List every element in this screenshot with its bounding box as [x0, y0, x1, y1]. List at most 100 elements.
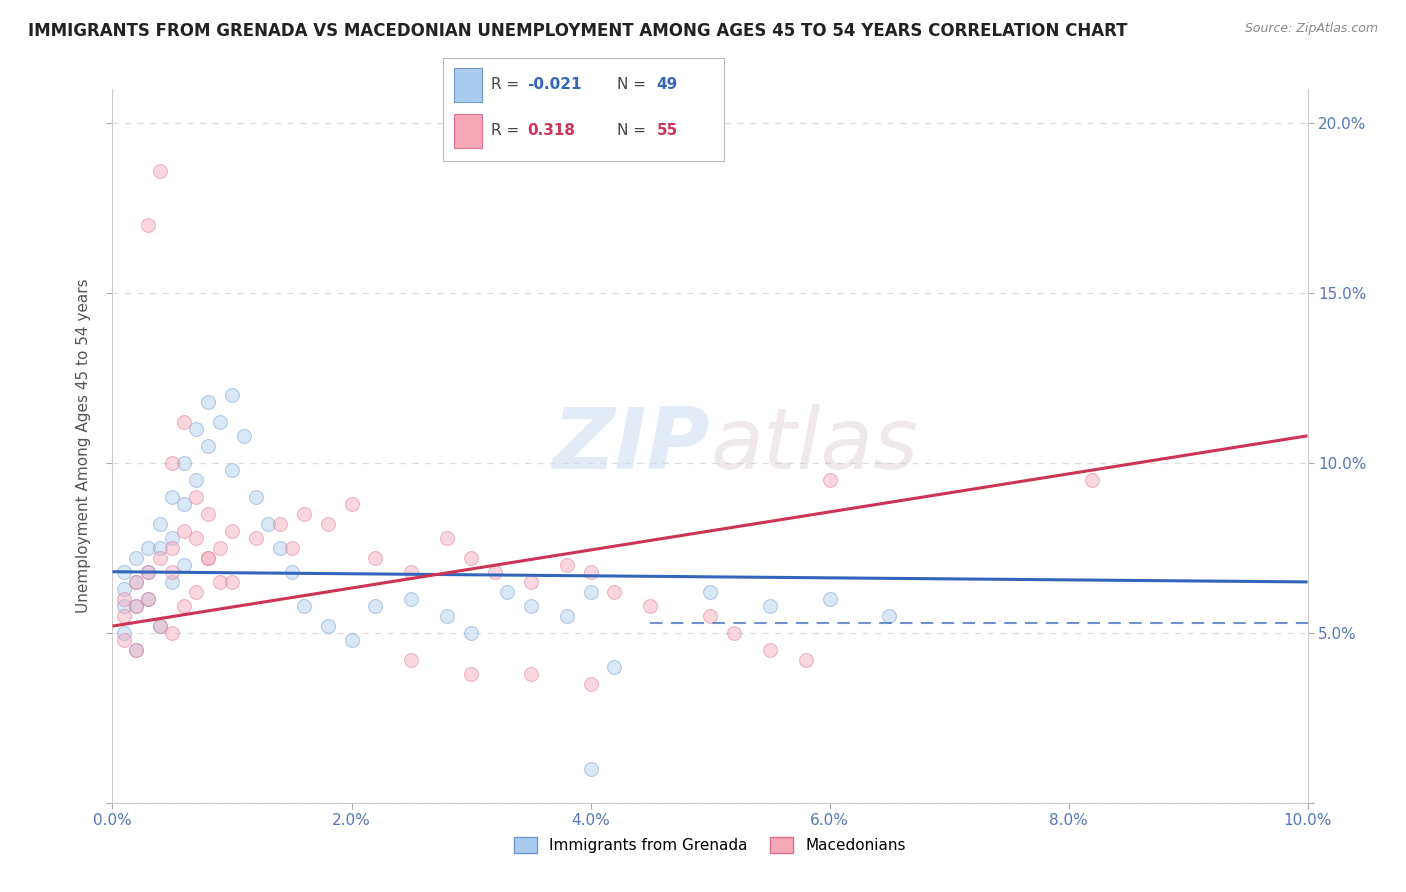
Point	[723, 626, 745, 640]
Point	[257, 517, 280, 532]
Point	[138, 565, 160, 579]
Point	[186, 531, 208, 545]
Point	[138, 565, 160, 579]
Point	[186, 585, 208, 599]
Point	[496, 585, 519, 599]
Point	[125, 599, 148, 613]
Point	[114, 632, 135, 647]
Point	[149, 541, 172, 555]
Point	[316, 517, 339, 532]
Point	[221, 463, 243, 477]
Text: 55: 55	[657, 123, 678, 138]
Point	[173, 456, 195, 470]
Point	[173, 558, 195, 572]
Point	[579, 677, 602, 691]
Point	[555, 558, 578, 572]
Point	[1081, 473, 1104, 487]
Text: R =: R =	[491, 77, 519, 92]
Point	[186, 473, 208, 487]
Point	[579, 565, 602, 579]
Point	[603, 660, 626, 674]
Point	[364, 551, 387, 566]
Legend: Immigrants from Grenada, Macedonians: Immigrants from Grenada, Macedonians	[508, 831, 912, 859]
Point	[197, 394, 219, 409]
Point	[162, 490, 183, 504]
Point	[699, 608, 721, 623]
Point	[114, 608, 135, 623]
Point	[699, 585, 721, 599]
Point	[316, 619, 339, 633]
Point	[221, 524, 243, 538]
Point	[221, 574, 243, 589]
Text: atlas: atlas	[710, 404, 918, 488]
Point	[125, 643, 148, 657]
Point	[555, 608, 578, 623]
Point	[114, 565, 135, 579]
Point	[292, 507, 315, 521]
Point	[401, 565, 423, 579]
Point	[460, 551, 482, 566]
Point	[579, 585, 602, 599]
Point	[269, 541, 291, 555]
Text: ZIP: ZIP	[553, 404, 710, 488]
Point	[818, 591, 841, 606]
Text: N =: N =	[617, 123, 647, 138]
Point	[173, 497, 195, 511]
Point	[245, 490, 267, 504]
Point	[245, 531, 267, 545]
Point	[197, 551, 219, 566]
Point	[125, 574, 148, 589]
Point	[520, 599, 543, 613]
Point	[221, 388, 243, 402]
Point	[173, 415, 195, 429]
Point	[759, 643, 782, 657]
Text: 49: 49	[657, 77, 678, 92]
Point	[197, 439, 219, 453]
Point	[401, 591, 423, 606]
Text: IMMIGRANTS FROM GRENADA VS MACEDONIAN UNEMPLOYMENT AMONG AGES 45 TO 54 YEARS COR: IMMIGRANTS FROM GRENADA VS MACEDONIAN UN…	[28, 22, 1128, 40]
Point	[436, 608, 458, 623]
Point	[125, 599, 148, 613]
Point	[233, 429, 256, 443]
Point	[460, 626, 482, 640]
Point	[114, 582, 135, 596]
Point	[484, 565, 506, 579]
Point	[186, 422, 208, 436]
Bar	[454, 69, 482, 102]
Point	[879, 608, 901, 623]
Point	[818, 473, 841, 487]
Point	[281, 541, 304, 555]
Point	[138, 591, 160, 606]
Text: Source: ZipAtlas.com: Source: ZipAtlas.com	[1244, 22, 1378, 36]
Text: R =: R =	[491, 123, 519, 138]
Point	[162, 456, 183, 470]
Point	[269, 517, 291, 532]
Point	[162, 565, 183, 579]
Point	[292, 599, 315, 613]
Point	[162, 541, 183, 555]
Text: N =: N =	[617, 77, 647, 92]
Point	[149, 619, 172, 633]
Point	[197, 507, 219, 521]
Point	[640, 599, 662, 613]
Bar	[454, 114, 482, 148]
Point	[340, 632, 363, 647]
Text: 0.318: 0.318	[527, 123, 575, 138]
Point	[209, 415, 232, 429]
Point	[460, 666, 482, 681]
Point	[114, 599, 135, 613]
Point	[149, 551, 172, 566]
Point	[520, 666, 543, 681]
Point	[281, 565, 304, 579]
Point	[209, 574, 232, 589]
Point	[520, 574, 543, 589]
Point	[603, 585, 626, 599]
Point	[162, 626, 183, 640]
Point	[149, 619, 172, 633]
Point	[173, 524, 195, 538]
Point	[114, 626, 135, 640]
Point	[138, 218, 160, 232]
Point	[162, 531, 183, 545]
Point	[401, 653, 423, 667]
Point	[579, 762, 602, 776]
